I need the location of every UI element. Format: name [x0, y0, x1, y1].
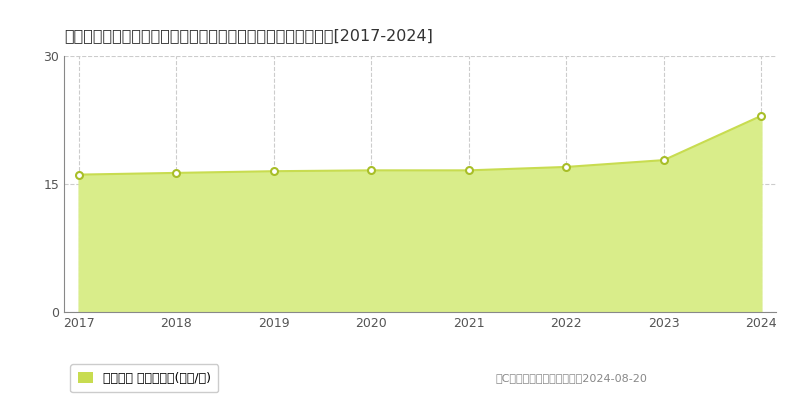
Text: （C）土地価格ドットコム　2024-08-20: （C）土地価格ドットコム 2024-08-20 — [496, 373, 648, 383]
Text: 福島県郡山市大槐町字北中野４２番１５　地価公示　地価推移[2017-2024]: 福島県郡山市大槐町字北中野４２番１５ 地価公示 地価推移[2017-2024] — [64, 28, 433, 43]
Legend: 地価公示 平均坪単価(万円/坪): 地価公示 平均坪単価(万円/坪) — [70, 364, 218, 392]
